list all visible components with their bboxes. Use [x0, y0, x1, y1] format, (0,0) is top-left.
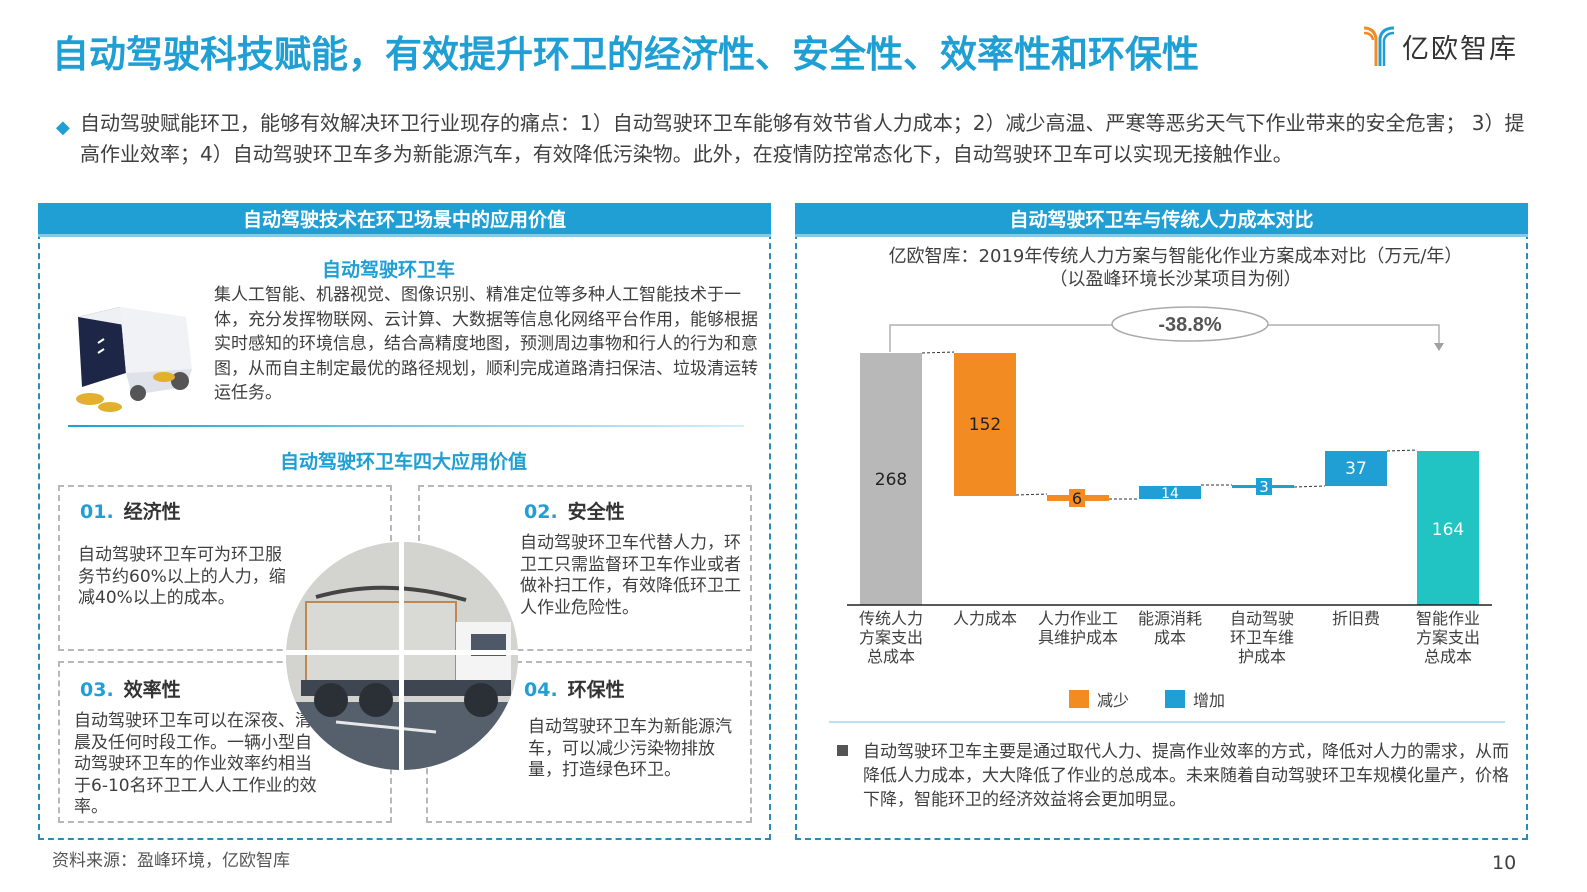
svg-text:3: 3	[1259, 478, 1269, 496]
value-heading-2: 02. 安全性	[524, 501, 625, 523]
chart-title: 亿欧智库：2019年传统人力方案与智能化作业方案成本对比（万元/年）	[888, 246, 1463, 267]
category-label-2: 人力成本	[952, 609, 1017, 628]
intro-text: 自动驾驶赋能环卫，能够有效解决环卫行业现存的痛点：1）自动驾驶环卫车能够有效节省…	[80, 111, 1525, 166]
summary-paragraph: 自动驾驶环卫车主要是通过取代人力、提高作业效率的方式，降低对人力的需求，从而降低…	[837, 740, 1517, 812]
garbage-truck-photo	[286, 542, 518, 770]
category-label-4: 能源消耗成本	[1137, 609, 1202, 647]
value-text-3: 自动驾驶环卫车可以在深夜、清晨及任何时段工作。一辆小型自动驾驶环卫车的作业效率约…	[74, 711, 317, 817]
value-text-4: 自动驾驶环卫车为新能源汽车，可以减少污染物排放量，打造绿色环卫。	[528, 717, 732, 780]
change-annotation: -38.8%	[1158, 314, 1222, 336]
square-bullet-icon	[837, 745, 848, 756]
source-note: 资料来源：盈峰环境，亿欧智库	[52, 851, 290, 871]
bar-energy	[1139, 486, 1201, 499]
application-value-panel: 自动驾驶技术在环卫场景中的应用价值 自动驾驶环卫车 集人工智能、机器视觉、图像识…	[38, 203, 771, 840]
svg-text:268: 268	[875, 470, 907, 490]
divider	[829, 721, 1505, 723]
legend-label-decrease: 减少	[1097, 691, 1130, 710]
bar-labor-cost	[954, 353, 1016, 496]
chart-legend: 减少 增加	[1069, 687, 1225, 711]
svg-text:37: 37	[1345, 459, 1367, 479]
value-text-1: 自动驾驶环卫车可为环卫服务节约60%以上的人力，缩减40%以上的成本。	[78, 545, 286, 608]
values-title: 自动驾驶环卫车四大应用价值	[280, 451, 528, 473]
cost-comparison-panel: 自动驾驶环卫车与传统人力成本对比 亿欧智库：2019年传统人力方案与智能化作业方…	[795, 203, 1528, 840]
vehicle-description: 集人工智能、机器视觉、图像识别、精准定位等多种人工智能技术于一体，充分发挥物联网…	[214, 285, 758, 403]
diamond-bullet-icon: ◆	[56, 117, 70, 138]
logo: 亿欧智库	[1362, 24, 1518, 68]
logo-mark-icon	[1363, 26, 1395, 66]
category-label-3: 人力作业工具维护成本	[1037, 609, 1118, 647]
value-text-2: 自动驾驶环卫车代替人力，环卫工只需监督环卫车作业或者做补扫工作，有效降低环卫工人…	[520, 533, 741, 618]
panel-header: 自动驾驶环卫车与传统人力成本对比	[795, 203, 1528, 237]
category-label-5: 自动驾驶环卫车维护成本	[1229, 609, 1294, 666]
category-label-7: 智能作业方案支出总成本	[1415, 609, 1480, 666]
value-heading-1: 01. 经济性	[80, 501, 181, 523]
waterfall-chart: -38.8% 268 152 6 14 3 37 164	[847, 306, 1492, 606]
svg-text:14: 14	[1161, 486, 1179, 502]
logo-text: 亿欧智库	[1402, 33, 1518, 65]
legend-swatch-decrease	[1069, 690, 1089, 708]
intro-paragraph: ◆ 自动驾驶赋能环卫，能够有效解决环卫行业现存的痛点：1）自动驾驶环卫车能够有效…	[56, 108, 1526, 170]
panel-header: 自动驾驶技术在环卫场景中的应用价值	[38, 203, 771, 237]
bar-traditional-total	[860, 353, 922, 605]
bar-smart-total	[1417, 451, 1479, 605]
category-label-6: 折旧费	[1331, 609, 1380, 628]
page-number: 10	[1492, 852, 1517, 874]
vehicle-title: 自动驾驶环卫车	[322, 259, 456, 281]
value-heading-4: 04. 环保性	[524, 679, 625, 701]
legend-label-increase: 增加	[1193, 691, 1226, 710]
value-heading-3: 03. 效率性	[80, 679, 181, 701]
chart-subtitle: （以盈峰环境长沙某项目为例）	[1049, 269, 1302, 290]
svg-text:6: 6	[1072, 489, 1082, 508]
divider	[68, 425, 744, 427]
svg-text:152: 152	[969, 415, 1001, 435]
page-title: 自动驾驶科技赋能，有效提升环卫的经济性、安全性、效率性和环保性	[52, 33, 1199, 76]
bar-depreciation	[1325, 451, 1387, 486]
sweeper-robot-icon	[76, 307, 192, 412]
category-label-1: 传统人力方案支出总成本	[858, 609, 923, 666]
legend-swatch-increase	[1165, 690, 1186, 708]
svg-text:164: 164	[1432, 520, 1464, 540]
